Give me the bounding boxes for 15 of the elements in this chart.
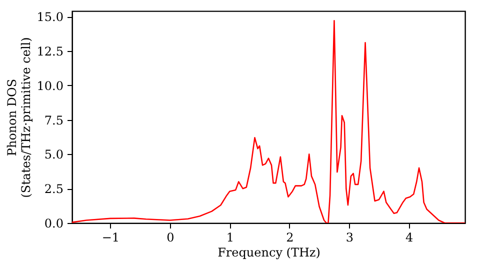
x-tick-label: 4 [406,230,414,244]
x-axis-title: Frequency (THz) [218,246,320,260]
y-tick-label: 12.5 [36,44,64,58]
y-tick-label: 2.5 [44,182,64,196]
x-tick-label: 0 [166,230,174,244]
x-tick-label: −1 [102,230,120,244]
y-tick-label: 7.5 [44,113,64,128]
y-tick-label: 15.0 [36,10,64,24]
x-tick-label: 2 [286,230,294,244]
y-tick-label: 0.0 [44,216,64,230]
y-tick-label: 10.0 [36,78,64,93]
y-axis-title: Phonon DOS (States/THz·primitive cell) [4,37,33,198]
y-tick-label: 5.0 [44,148,64,162]
x-tick-label: 3 [346,230,354,244]
x-tick-label: 1 [226,230,234,244]
